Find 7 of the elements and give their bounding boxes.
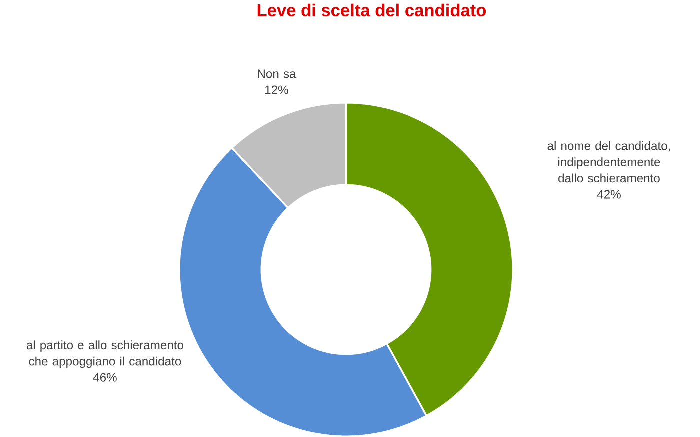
slice-label: Non sa bbox=[258, 70, 296, 78]
slice-label: al nome del candidato, indipendentemente dallo schieramento bbox=[548, 141, 670, 182]
data-label: 42% bbox=[597, 190, 621, 199]
slice-label: al partito e allo schieramento che appoggiano il candidato bbox=[26, 340, 184, 368]
data-label: 12% bbox=[266, 86, 288, 94]
data-label: 46% bbox=[93, 373, 117, 382]
chart-title: Leve di scelta del candidato bbox=[258, 4, 486, 16]
